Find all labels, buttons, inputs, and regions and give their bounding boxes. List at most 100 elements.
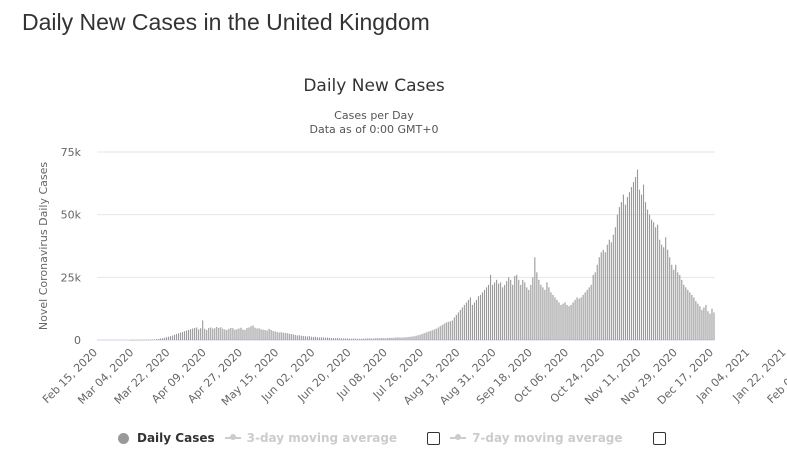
bar	[268, 328, 270, 340]
checkbox-3-day-average[interactable]	[427, 431, 441, 445]
bar	[526, 287, 528, 340]
bar	[508, 277, 510, 340]
bar	[212, 328, 214, 340]
bar	[278, 332, 280, 340]
bar	[228, 328, 230, 340]
bar	[274, 331, 276, 340]
bar	[367, 338, 369, 340]
bar	[496, 279, 498, 340]
bar	[322, 337, 325, 340]
bar	[218, 327, 220, 340]
bar	[610, 242, 612, 340]
bar	[570, 304, 572, 340]
bar	[636, 169, 639, 340]
bar	[383, 338, 385, 340]
bar	[701, 309, 703, 340]
bar	[379, 338, 381, 340]
bar	[280, 332, 282, 340]
page-title: Daily New Cases in the United Kingdom	[22, 9, 430, 35]
bar	[560, 304, 562, 340]
legend-item-3-day-average[interactable]: 3-day moving average	[224, 431, 397, 445]
bar	[618, 207, 620, 340]
legend: Daily Cases 3-day moving average 7-day m…	[118, 428, 676, 448]
bar	[455, 314, 457, 340]
bar	[359, 338, 361, 340]
bar	[375, 338, 377, 340]
bar	[687, 289, 689, 340]
bar	[514, 276, 516, 340]
bar	[588, 287, 590, 340]
legend-item-7-day-average[interactable]: 7-day moving average	[450, 431, 623, 445]
bar	[169, 336, 172, 340]
bar	[357, 338, 359, 340]
bar	[492, 284, 494, 340]
bar	[133, 339, 135, 341]
bar	[540, 284, 542, 340]
bar	[206, 329, 208, 340]
checkbox-7-day-average[interactable]	[652, 431, 666, 445]
bar	[401, 337, 403, 340]
bar	[296, 335, 298, 340]
bar	[542, 287, 544, 340]
bar	[634, 177, 637, 340]
bar	[663, 247, 665, 340]
bar	[316, 337, 318, 340]
bar	[282, 332, 284, 340]
bar	[711, 308, 713, 340]
bar	[699, 306, 701, 340]
bar	[159, 338, 161, 340]
bar	[413, 336, 415, 340]
bar	[479, 294, 482, 340]
bar	[554, 297, 556, 340]
legend-item-daily-cases[interactable]: Daily Cases	[118, 431, 215, 445]
bar	[671, 264, 673, 340]
bar	[405, 337, 407, 340]
bar	[419, 334, 421, 340]
bar	[188, 329, 190, 340]
bar	[137, 339, 139, 341]
bar	[640, 194, 643, 340]
bar	[445, 322, 447, 340]
line-marker-icon	[224, 434, 241, 440]
bar	[157, 339, 159, 340]
bar	[562, 303, 564, 340]
bar	[284, 332, 286, 340]
bar	[306, 336, 308, 340]
bar	[528, 289, 530, 340]
bar	[620, 202, 622, 340]
bar	[685, 287, 687, 340]
bar	[651, 219, 653, 340]
bar-series	[129, 169, 715, 341]
bar	[371, 338, 373, 340]
bar	[449, 321, 451, 340]
legend-label-daily-cases: Daily Cases	[137, 431, 215, 445]
bar	[216, 326, 218, 340]
bar	[246, 327, 248, 340]
bar	[473, 302, 475, 340]
bar	[393, 337, 395, 340]
bar	[612, 234, 614, 340]
bar	[377, 338, 379, 340]
bar	[598, 257, 600, 340]
bar	[290, 333, 292, 340]
y-tick-label: 25k	[61, 271, 82, 284]
bar	[667, 249, 669, 340]
bar	[520, 284, 522, 340]
daily-cases-chart: Daily New Cases Cases per Day Data as of…	[37, 76, 787, 408]
bar	[244, 329, 246, 340]
bar	[477, 296, 480, 340]
bar	[564, 302, 566, 340]
bar	[163, 337, 165, 340]
bar	[429, 330, 431, 340]
bar	[695, 301, 697, 340]
y-tick-label: 50k	[61, 209, 82, 222]
bar	[580, 297, 582, 340]
bar	[294, 334, 296, 340]
bar	[222, 328, 224, 340]
bar	[703, 307, 705, 340]
bar	[403, 337, 405, 340]
bar	[530, 284, 532, 340]
bar	[351, 338, 353, 340]
bar	[184, 331, 186, 340]
bar	[409, 336, 411, 340]
